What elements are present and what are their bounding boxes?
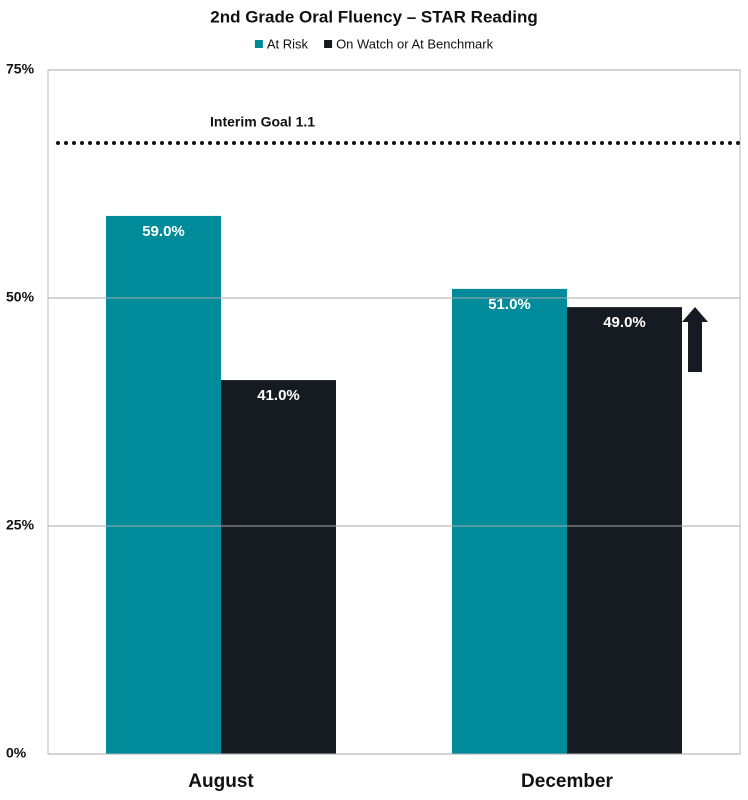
bar-value-label: 41.0%	[257, 387, 300, 404]
bar	[452, 288, 567, 754]
y-tick-label: 25%	[6, 517, 35, 533]
legend-label: At Risk	[267, 36, 309, 51]
bar-value-label: 59.0%	[142, 223, 185, 240]
bar	[567, 307, 682, 754]
goal-label: Interim Goal 1.1	[210, 114, 315, 130]
bar-value-label: 49.0%	[603, 314, 646, 331]
up-arrow-icon	[682, 307, 708, 372]
x-tick-label: August	[188, 771, 254, 792]
bar	[221, 380, 336, 754]
bar	[106, 215, 221, 755]
y-tick-label: 75%	[6, 61, 35, 77]
legend-label: On Watch or At Benchmark	[336, 36, 494, 51]
y-tick-label: 0%	[6, 745, 27, 761]
bar-value-label: 51.0%	[488, 296, 531, 313]
chart-title: 2nd Grade Oral Fluency – STAR Reading	[210, 7, 537, 26]
y-tick-label: 50%	[6, 289, 35, 305]
legend-swatch	[324, 40, 333, 48]
legend-swatch	[254, 40, 263, 48]
x-tick-label: December	[521, 771, 613, 792]
